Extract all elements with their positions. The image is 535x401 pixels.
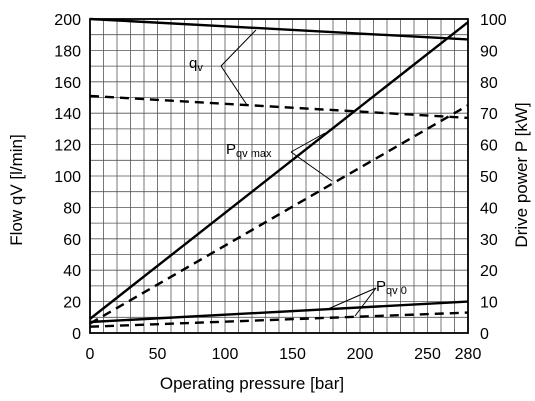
annotation-leader-line bbox=[220, 65, 248, 106]
y-right-tick-label: 30 bbox=[480, 232, 498, 249]
annotation-leader-line bbox=[220, 29, 257, 67]
annotation-leaders bbox=[220, 29, 377, 317]
x-tick-label: 280 bbox=[455, 346, 482, 363]
y-left-tick-label: 120 bbox=[54, 138, 81, 155]
x-axis-title: Operating pressure [bar] bbox=[160, 374, 344, 393]
y-right-axis-title: Drive power P [kW] bbox=[512, 102, 531, 247]
x-tick-label: 250 bbox=[414, 346, 441, 363]
y-right-tick-label: 60 bbox=[480, 138, 498, 155]
annotation-leader-line bbox=[290, 132, 326, 153]
y-left-tick-label: 100 bbox=[54, 169, 81, 186]
series-line-dashed bbox=[89, 94, 469, 120]
series-line-dashed bbox=[89, 311, 469, 328]
x-tick-label: 50 bbox=[149, 346, 167, 363]
chart-grid bbox=[90, 19, 468, 333]
annotation-leader-line bbox=[290, 151, 333, 182]
tick-labels: 0 50 100 150 200 250 2800204060801001201401601… bbox=[54, 12, 507, 363]
annotation-leader-line bbox=[327, 287, 377, 310]
y-left-tick-label: 80 bbox=[63, 200, 81, 217]
series-line-solid bbox=[89, 21, 469, 320]
y-left-tick-label: 140 bbox=[54, 106, 81, 123]
chart-series bbox=[89, 17, 469, 328]
y-left-tick-label: 180 bbox=[54, 43, 81, 60]
annotation-leader-line bbox=[354, 287, 377, 317]
x-tick-label: 0 bbox=[86, 346, 95, 363]
y-left-tick-label: 160 bbox=[54, 75, 81, 92]
plot-frame bbox=[89, 18, 469, 334]
y-right-tick-label: 0 bbox=[480, 326, 489, 343]
series-line-dashed bbox=[89, 104, 469, 325]
y-right-tick-label: 80 bbox=[480, 75, 498, 92]
annotation-qv: qv bbox=[189, 55, 203, 74]
y-left-tick-label: 40 bbox=[63, 263, 81, 280]
y-right-tick-label: 10 bbox=[480, 295, 498, 312]
y-right-tick-label: 50 bbox=[480, 169, 498, 186]
y-left-axis-title: Flow qV [l/min] bbox=[7, 134, 26, 245]
x-tick-label: 150 bbox=[279, 346, 306, 363]
y-left-tick-label: 20 bbox=[63, 295, 81, 312]
y-left-tick-label: 60 bbox=[63, 232, 81, 249]
series-line-solid bbox=[89, 300, 469, 324]
series-line-solid bbox=[89, 17, 469, 41]
annotation-pqv-max: Pqv max bbox=[226, 141, 272, 160]
y-left-tick-label: 200 bbox=[54, 12, 81, 29]
y-right-tick-label: 70 bbox=[480, 106, 498, 123]
y-right-tick-label: 90 bbox=[480, 43, 498, 60]
y-left-tick-label: 0 bbox=[72, 326, 81, 343]
y-right-tick-label: 40 bbox=[480, 200, 498, 217]
annotation-pqv-0: Pqv 0 bbox=[376, 278, 407, 297]
x-tick-label: 100 bbox=[212, 346, 239, 363]
y-right-tick-label: 20 bbox=[480, 263, 498, 280]
y-right-tick-label: 100 bbox=[480, 12, 507, 29]
x-tick-label: 200 bbox=[347, 346, 374, 363]
